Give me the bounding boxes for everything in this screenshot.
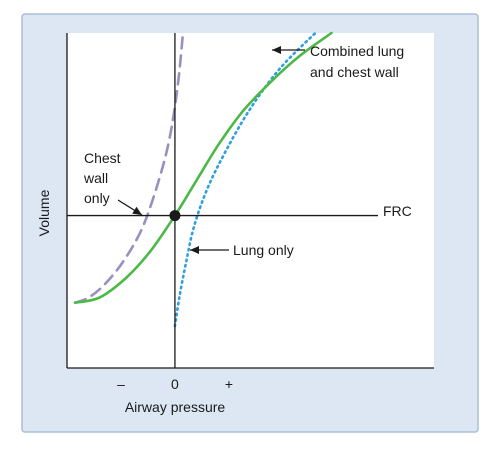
chest-wall-label-line1: Chest xyxy=(84,150,121,166)
x-tick-label-negative: – xyxy=(117,376,125,392)
plot-area xyxy=(67,33,434,368)
chest-wall-label-arrowhead xyxy=(132,206,142,215)
lung-only-curve xyxy=(173,31,317,328)
combined-curve-label-line2: and chest wall xyxy=(310,64,399,80)
combined-lung-and-chest-wall-curve xyxy=(73,31,333,304)
x-tick-label-zero: 0 xyxy=(171,376,179,392)
combined-label-arrowhead xyxy=(272,46,281,54)
lung-only-label-arrowhead xyxy=(190,246,199,254)
lung-only-label: Lung only xyxy=(233,242,294,258)
frc-origin-marker xyxy=(169,210,181,222)
frc-label: FRC xyxy=(383,203,412,219)
chest-wall-label-line3: only xyxy=(84,190,110,206)
y-axis-title: Volume xyxy=(36,189,52,236)
chest-wall-label-line2: wall xyxy=(83,170,108,186)
combined-curve-label-line1: Combined lung xyxy=(310,43,404,59)
x-tick-label-positive: + xyxy=(225,376,233,392)
pointer-layer xyxy=(117,46,305,254)
x-axis-title: Airway pressure xyxy=(125,399,226,415)
